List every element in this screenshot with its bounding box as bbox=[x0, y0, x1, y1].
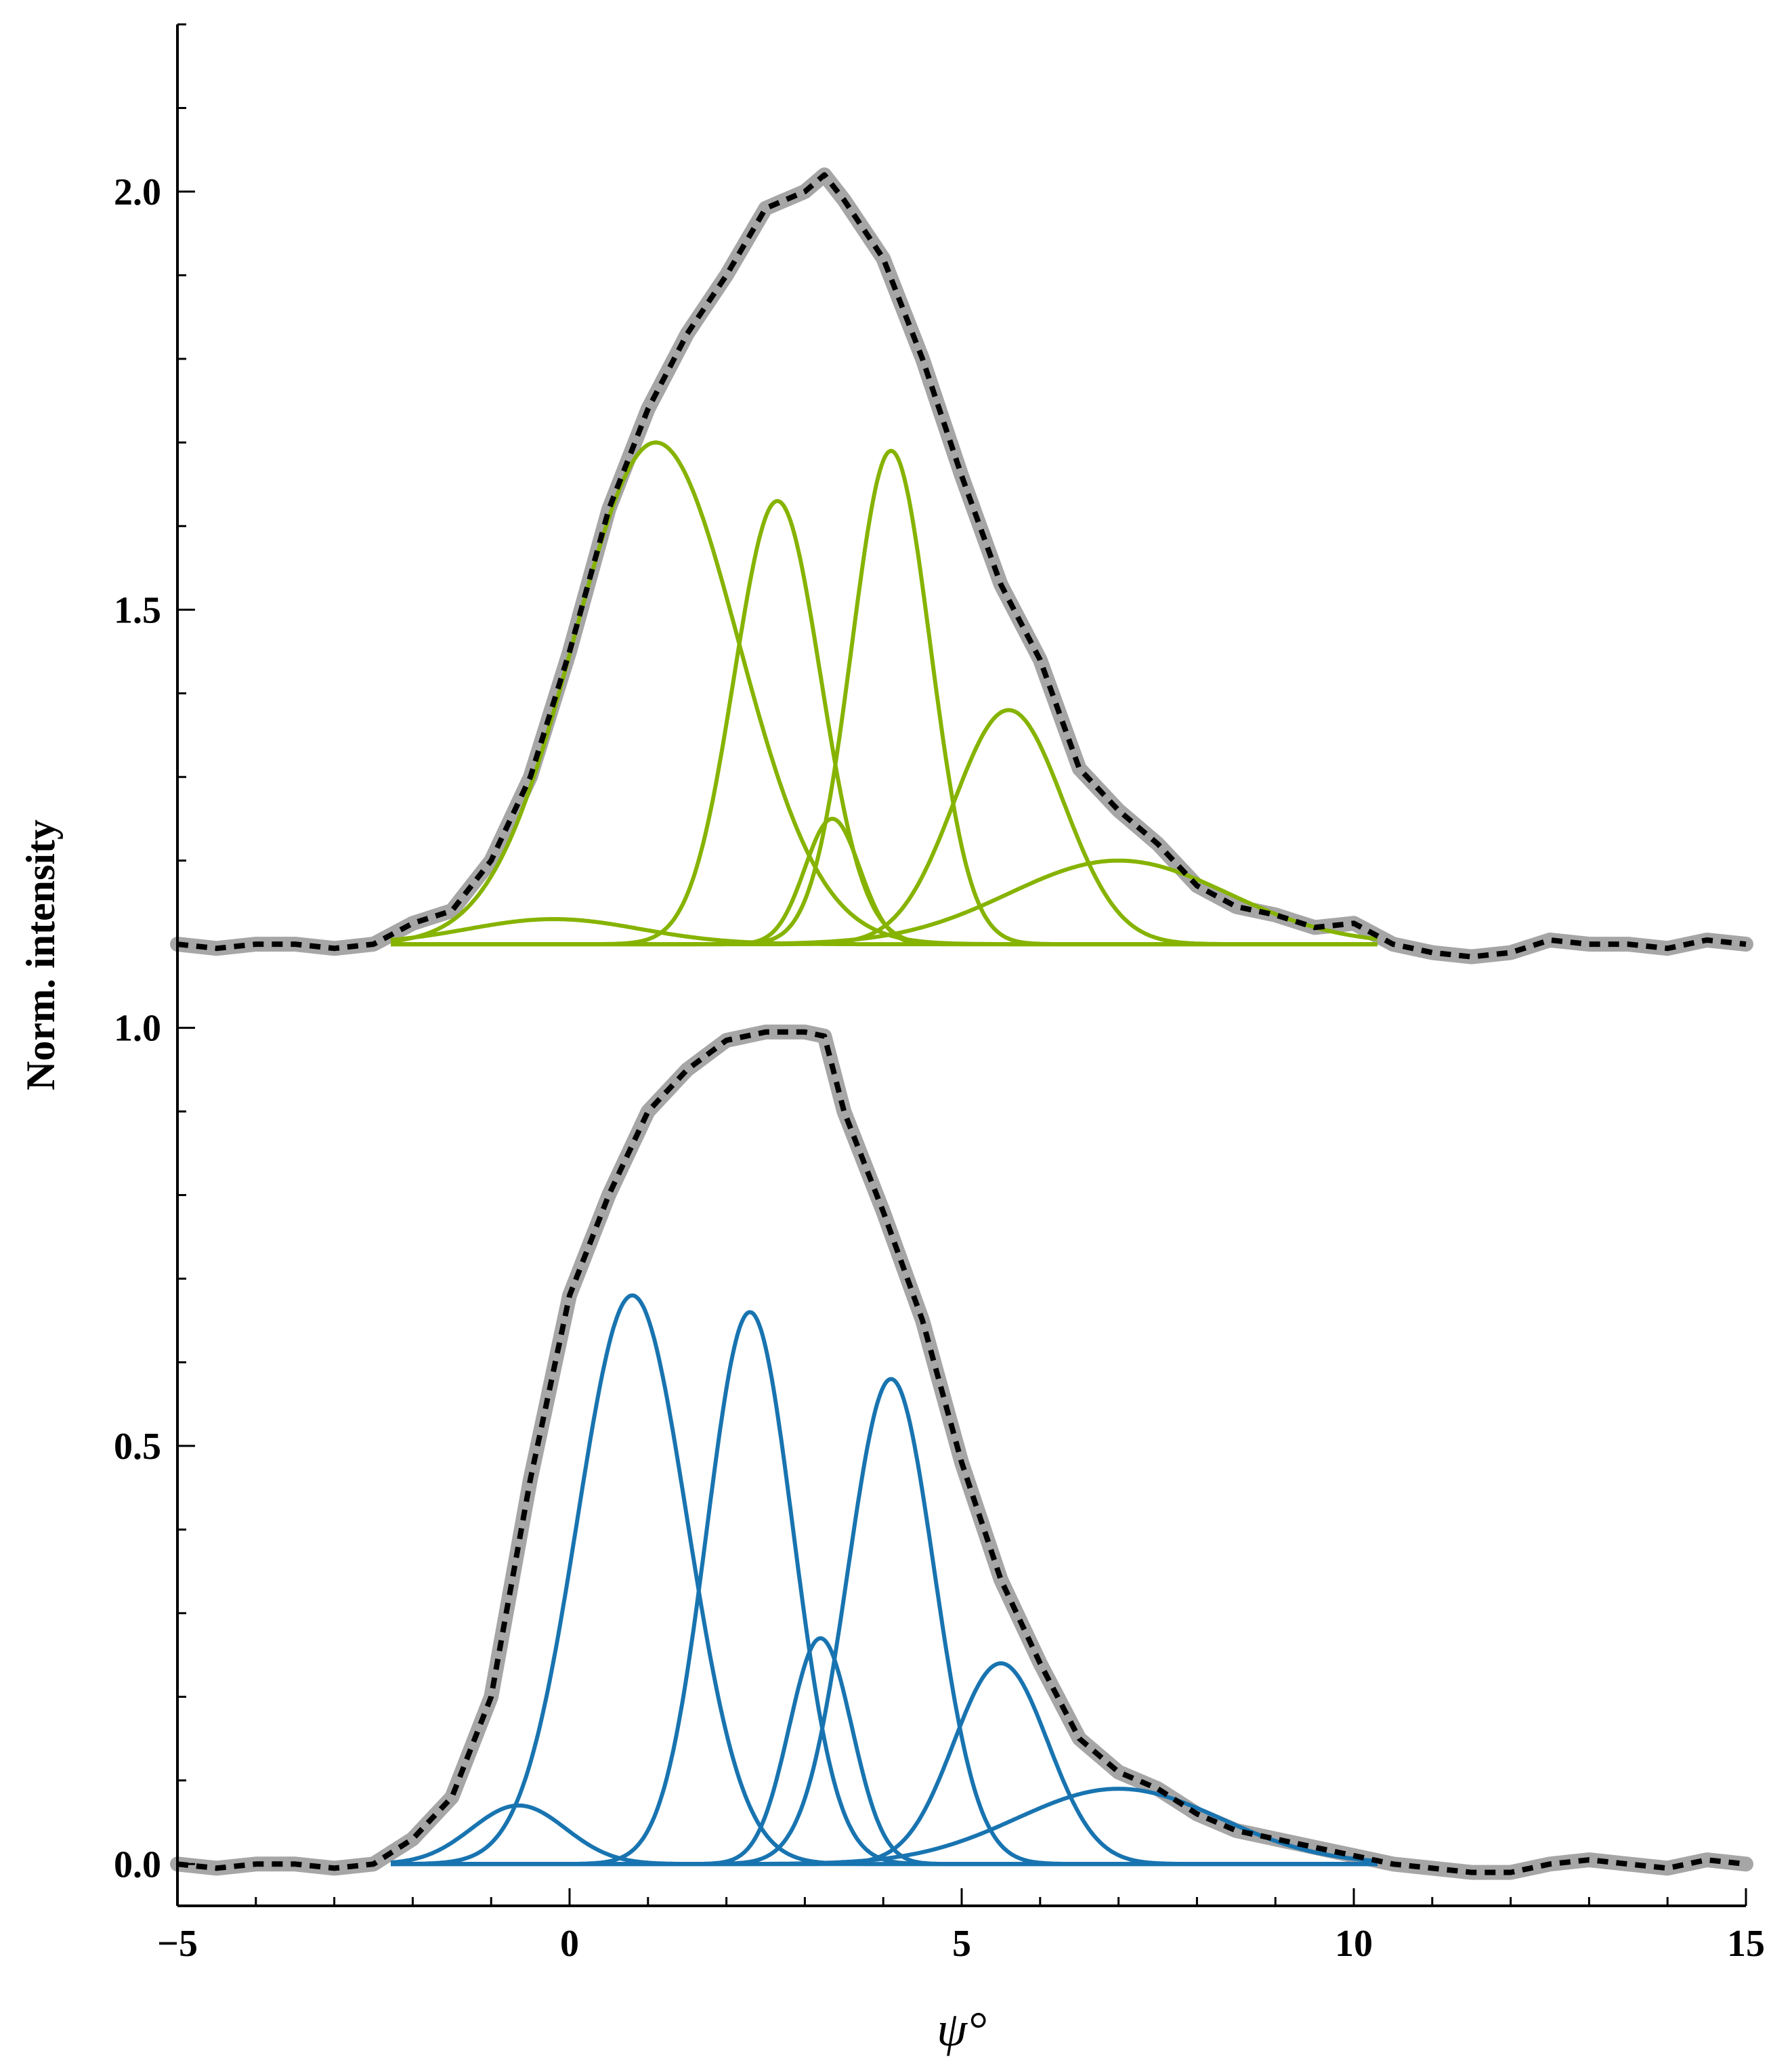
x-tick-label: 5 bbox=[952, 1923, 971, 1965]
x-tick-label: 10 bbox=[1335, 1923, 1373, 1965]
upper-component-7 bbox=[390, 858, 1378, 947]
ticks-layer: −5 0 5 10 15 0.0 0.5 1.0 1.5 2.0 bbox=[114, 23, 1765, 1965]
y-tick-label: 1.0 bbox=[114, 1008, 161, 1050]
y-tick-label: 1.5 bbox=[114, 589, 161, 631]
lower-fit-line bbox=[177, 1029, 1747, 1875]
lower-component-7 bbox=[390, 1787, 1378, 1867]
y-axis-title: Norm. intensity bbox=[18, 819, 63, 1090]
x-axis-title: ψ° bbox=[937, 2002, 987, 2056]
upper-panel bbox=[170, 167, 1753, 964]
lower-panel bbox=[170, 1024, 1753, 1880]
series-layer bbox=[170, 167, 1753, 1880]
y-tick-label: 0.5 bbox=[114, 1426, 161, 1468]
y-tick-label: 0.0 bbox=[114, 1844, 161, 1886]
x-tick-label: 0 bbox=[560, 1923, 579, 1965]
y-tick-label: 2.0 bbox=[114, 171, 161, 213]
x-tick-label: −5 bbox=[157, 1923, 198, 1965]
x-tick-label: 15 bbox=[1727, 1923, 1765, 1965]
upper-fit-line bbox=[177, 172, 1747, 960]
